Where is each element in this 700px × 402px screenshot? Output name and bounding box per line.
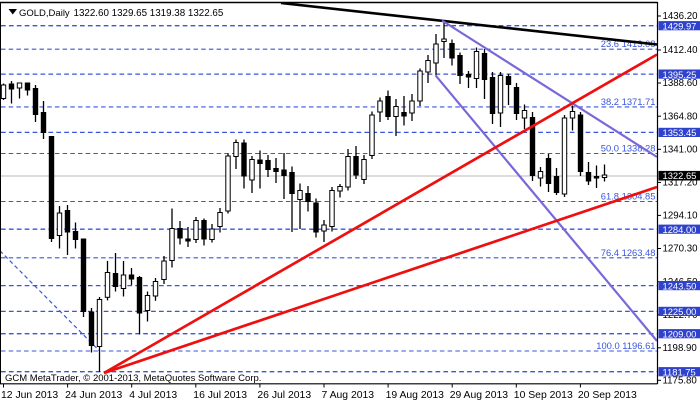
svg-text:4 Jul 2013: 4 Jul 2013 [129,390,177,401]
svg-text:1429.97: 1429.97 [663,20,697,31]
svg-text:GOLD,Daily: GOLD,Daily [19,8,70,19]
svg-text:26 Jul 2013: 26 Jul 2013 [257,390,311,401]
svg-text:100.0 1196.61: 100.0 1196.61 [596,340,655,351]
svg-text:1364.80: 1364.80 [663,111,699,122]
svg-text:1388.60: 1388.60 [663,78,699,89]
svg-text:1322.60 1329.65 1319.38 1322.6: 1322.60 1329.65 1319.38 1322.65 [74,8,224,19]
svg-text:29 Aug 2013: 29 Aug 2013 [450,390,509,401]
svg-text:16 Jul 2013: 16 Jul 2013 [193,390,247,401]
svg-text:1322.65: 1322.65 [663,170,697,181]
svg-text:76.4 1263.48: 76.4 1263.48 [601,247,656,258]
svg-text:1225.00: 1225.00 [663,306,697,317]
svg-text:1317.20: 1317.20 [663,178,699,189]
svg-text:1395.25: 1395.25 [663,69,697,80]
svg-text:1243.50: 1243.50 [663,280,697,291]
svg-text:24 Jun 2013: 24 Jun 2013 [65,390,122,401]
svg-text:1436.20: 1436.20 [663,11,699,22]
svg-text:GCM MetaTrader, © 2001-2013, M: GCM MetaTrader, © 2001-2013, MetaQuotes … [5,373,261,384]
svg-text:1209.00: 1209.00 [663,328,697,339]
svg-text:19 Aug 2013: 19 Aug 2013 [386,390,445,401]
svg-text:20 Sep 2013: 20 Sep 2013 [578,390,637,401]
svg-text:1181.75: 1181.75 [663,366,696,377]
svg-text:1284.00: 1284.00 [663,224,697,235]
svg-text:1175.80: 1175.80 [663,376,698,387]
svg-text:38.2 1371.71: 38.2 1371.71 [601,96,656,107]
svg-text:12 Jun 2013: 12 Jun 2013 [1,390,58,401]
svg-text:1353.45: 1353.45 [663,127,697,138]
svg-text:1270.30: 1270.30 [663,244,699,255]
svg-text:23.6 1413.08: 23.6 1413.08 [601,38,656,49]
svg-text:1294.10: 1294.10 [663,211,699,222]
svg-text:1412.40: 1412.40 [663,45,699,56]
svg-text:50.0 1338.28: 50.0 1338.28 [601,143,656,154]
svg-text:10 Sep 2013: 10 Sep 2013 [514,390,573,401]
svg-text:1341.00: 1341.00 [663,145,699,156]
svg-text:7 Aug 2013: 7 Aug 2013 [322,390,375,401]
svg-text:1198.90: 1198.90 [663,343,698,354]
